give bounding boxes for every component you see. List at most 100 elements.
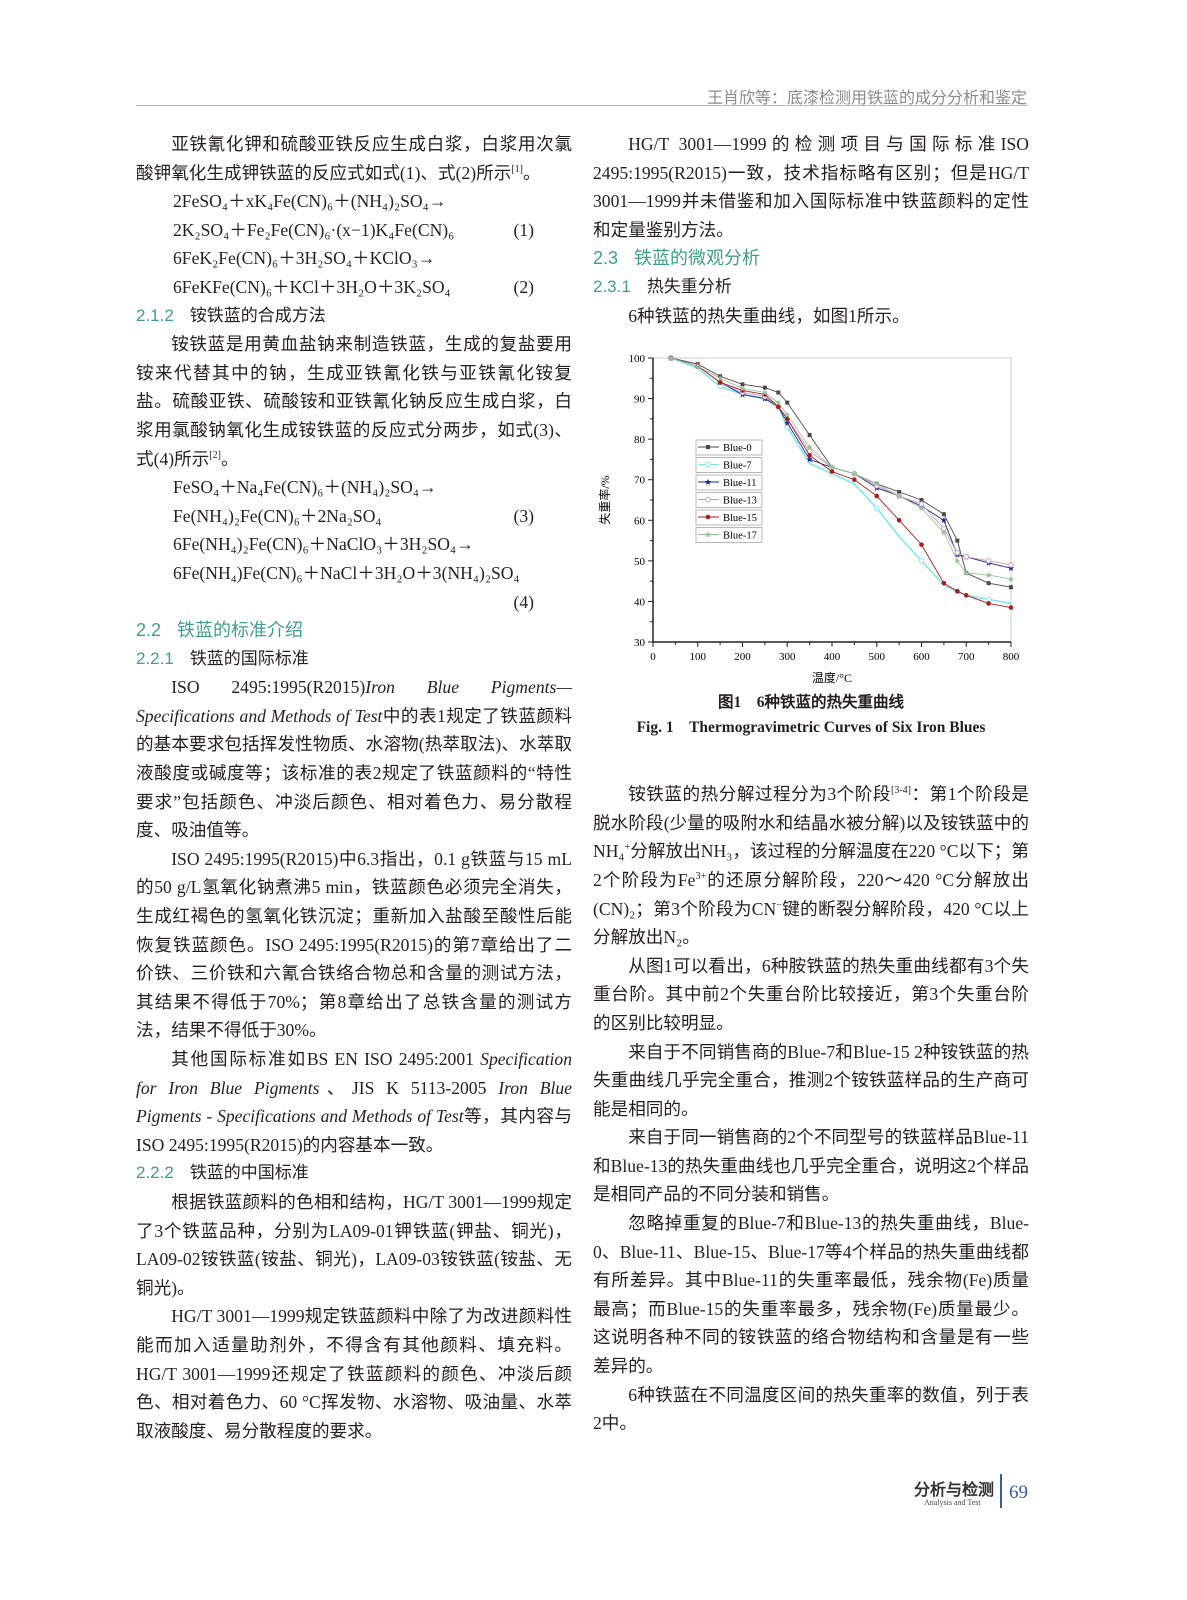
legend-label: Blue-0 [723, 443, 752, 454]
data-point [985, 596, 992, 603]
y-tick-label: 40 [634, 597, 646, 609]
data-point [897, 490, 902, 495]
x-tick-label: 100 [690, 651, 707, 663]
text-run: 6Fe(NH₄)Fe(CN)₆＋NaCl＋3H₂O＋3(NH₄)₂SO₄ [173, 562, 520, 583]
y-tick-label: 30 [634, 637, 646, 649]
equation: Fe(NH₄)₂Fe(CN)₆＋2Na₂SO₄ (3) [136, 502, 572, 531]
data-point [776, 390, 781, 395]
section-heading: 2.3.1 热失重分析 [593, 273, 1029, 302]
journal-name: 分析与检测 [914, 1482, 995, 1499]
text-run: 来自于同一销售商的2个不同型号的铁蓝样品Blue-11和Blue-13的热失重曲… [593, 1127, 1029, 1205]
y-tick-label: 70 [634, 475, 646, 487]
header-rule [136, 105, 1028, 106]
x-tick-label: 800 [1003, 651, 1020, 663]
text-run: 6FeK₂Fe(CN)₆＋3H₂SO₄＋KClO₃→ [173, 248, 436, 269]
legend-entry [695, 457, 763, 474]
section-number: 2.3 [593, 248, 619, 269]
paragraph: 来自于同一销售商的2个不同型号的铁蓝样品Blue-11和Blue-13的热失重曲… [593, 1123, 1029, 1209]
section-number: 2.2 [136, 620, 162, 641]
text-run: 中的表1规定了铁蓝颜料的基本要求包括挥发性物质、水溶物(热萃取法)、水萃取液酸度… [136, 705, 572, 841]
equation: 6FeK₂Fe(CN)₆＋3H₂SO₄＋KClO₃→ [136, 244, 572, 273]
data-point [985, 558, 992, 564]
paragraph: HG/T 3001—1999的检测项目与国际标准ISO 2495:1995(R2… [593, 130, 1029, 244]
equation-body: 6Fe(NH₄)₂Fe(CN)₆＋NaClO₃＋3H₂SO₄→ [173, 530, 474, 559]
section-number: 2.2.2 [136, 1163, 174, 1183]
equation: 6Fe(NH₄)₂Fe(CN)₆＋NaClO₃＋3H₂SO₄→ [136, 530, 572, 559]
data-point [919, 542, 924, 548]
superscript: + [624, 842, 631, 854]
text-run: 6种铁蓝在不同温度区间的热失重率的数值，列于表2中。 [593, 1384, 1029, 1434]
paragraph: 从图1可以看出，6种胺铁蓝的热失重曲线都有3个失重台阶。其中前2个失重台阶比较接… [593, 952, 1029, 1038]
data-point [955, 589, 960, 594]
equation-number: (4) [513, 591, 534, 612]
paragraph: ISO 2495:1995(R2015)中6.3指出，0.1 g铁蓝与15 mL… [136, 845, 572, 1045]
data-point [717, 375, 724, 382]
data-point [807, 453, 812, 458]
legend-label: Blue-17 [723, 531, 757, 542]
data-point [784, 416, 790, 422]
data-point [806, 456, 813, 463]
legend-entry [695, 474, 763, 491]
data-point [717, 380, 723, 385]
equation-number: (3) [513, 505, 534, 526]
text-run: 忽略掉重复的Blue-7和Blue-13的热失重曲线，Blue-0、Blue-1… [593, 1213, 1029, 1377]
right-column: HG/T 3001—1999的检测项目与国际标准ISO 2495:1995(R2… [593, 130, 1029, 1438]
data-point [954, 558, 961, 565]
equation-body: 6Fe(NH₄)Fe(CN)₆＋NaCl＋3H₂O＋3(NH₄)₂SO₄ [173, 559, 520, 588]
section-heading: 2.2 铁蓝的标准介绍 [136, 616, 572, 645]
data-point [1008, 565, 1014, 572]
data-point [829, 469, 835, 475]
data-point [963, 554, 970, 560]
right-column-bottom: 铵铁蓝的热分解过程分为3个阶段[3-4]：第1个阶段是脱水阶段(少量的吸附水和结… [593, 780, 1029, 1438]
paragraph: 根据铁蓝颜料的色相和结构，HG/T 3001—1999规定了3个铁蓝品种，分别为… [136, 1188, 572, 1302]
paragraph: 铵铁蓝的热分解过程分为3个阶段[3-4]：第1个阶段是脱水阶段(少量的吸附水和结… [593, 780, 1029, 952]
paragraph: 6种铁蓝的热失重曲线，如图1所示。 [593, 302, 1029, 331]
data-point [784, 411, 791, 418]
superscript: [1] [511, 163, 523, 175]
legend-marker [705, 461, 711, 468]
data-point [807, 433, 812, 438]
y-tick-label: 80 [634, 434, 646, 446]
data-point [851, 470, 858, 477]
text-run: FeSO₄＋Na₄Fe(CN)₆＋(NH₄)₂SO₄→ [173, 477, 437, 498]
text-run: 从图1可以看出，6种胺铁蓝的热失重曲线都有3个失重台阶。其中前2个失重台阶比较接… [593, 955, 1029, 1033]
superscript: [2] [209, 449, 221, 461]
section-title: 铁蓝的微观分析 [634, 248, 761, 269]
text-run: 分解放出NH₃，该过程的分解温度在220 °C以下；第2个阶段为Fe [593, 841, 1029, 890]
footer-divider [1000, 1474, 1002, 1508]
legend-label: Blue-11 [723, 478, 756, 489]
data-point [806, 444, 813, 451]
paragraph: 忽略掉重复的Blue-7和Blue-13的热失重曲线，Blue-0、Blue-1… [593, 1209, 1029, 1381]
data-point [955, 538, 960, 543]
equation-body: 6FeK₂Fe(CN)₆＋3H₂SO₄＋KClO₃→ [173, 244, 435, 273]
section-title: 铵铁蓝的合成方法 [189, 305, 326, 325]
superscript: − [776, 899, 782, 911]
equation-number: (2) [513, 276, 534, 297]
paragraph: 6种铁蓝在不同温度区间的热失重率的数值，列于表2中。 [593, 1381, 1029, 1438]
data-point [986, 581, 991, 586]
equation: 2FeSO₄＋xK₄Fe(CN)₆＋(NH₄)₂SO₄→ [136, 187, 572, 216]
data-point [667, 355, 674, 362]
text-run: Fe(NH₄)₂Fe(CN)₆＋2Na₂SO₄ [173, 505, 382, 526]
italic-title: Iron Blue Pigments—Specifications and Me… [136, 677, 572, 726]
page-number: 69 [1009, 1482, 1028, 1503]
data-point [896, 518, 902, 523]
data-point [985, 572, 992, 579]
x-axis-label: 温度/°C [812, 670, 852, 685]
section-heading: 2.3 铁蓝的微观分析 [593, 244, 1029, 273]
text-run: 6种铁蓝的热失重曲线，如图1所示。 [628, 305, 910, 326]
text-run: 来自于不同销售商的Blue-7和Blue-15 2种铵铁蓝的热失重曲线几乎完全重… [593, 1041, 1029, 1119]
legend-entry [695, 492, 763, 509]
equation: 6FeKFe(CN)₆＋KCl＋3H₂O＋3K₂SO₄ (2) [136, 273, 572, 302]
equation: FeSO₄＋Na₄Fe(CN)₆＋(NH₄)₂SO₄→ [136, 473, 572, 502]
section-heading: 2.2.1 铁蓝的国际标准 [136, 645, 572, 674]
data-point [1008, 605, 1014, 610]
data-point [940, 517, 947, 524]
data-point [1008, 576, 1014, 583]
x-tick-label: 500 [869, 651, 886, 663]
text-run: 6Fe(NH₄)₂Fe(CN)₆＋NaClO₃＋3H₂SO₄→ [173, 534, 474, 555]
paragraph: 亚铁氰化钾和硫酸亚铁反应生成白浆，白浆用次氯酸钾氧化生成钾铁蓝的反应式如式(1)… [136, 130, 572, 187]
data-point [896, 493, 903, 500]
x-tick-label: 0 [650, 651, 656, 663]
text-run: ISO 2495:1995(R2015)中6.3指出，0.1 g铁蓝与15 mL… [136, 848, 572, 1041]
